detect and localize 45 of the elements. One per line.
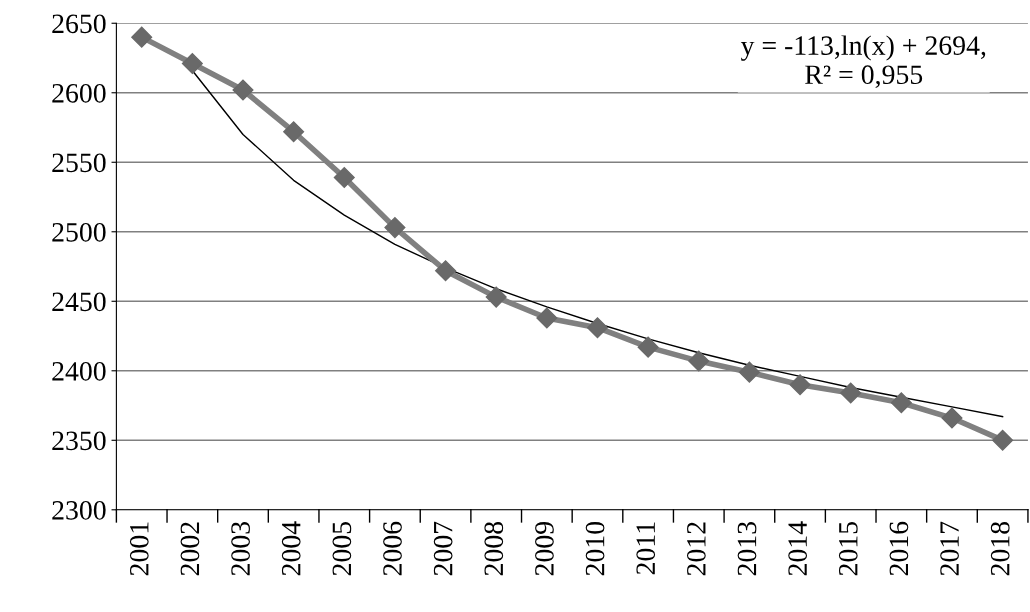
x-tick-label: 2003: [231, 521, 250, 576]
y-tick-label: 2550: [52, 153, 106, 173]
y-tick-label: 2500: [52, 222, 106, 242]
point: [536, 307, 558, 329]
x-tick-label: 2005: [332, 521, 352, 576]
x-tick-label: 2012: [686, 522, 706, 576]
y-tick-label: 2400: [52, 361, 106, 381]
point: [890, 392, 912, 414]
x-tick-label: 2018: [990, 521, 1010, 576]
point: [485, 286, 507, 308]
x-tick-label: 2006: [383, 521, 402, 576]
annotation: y = -113,ln(x) + 2694, R² = 0,955: [740, 35, 986, 89]
point: [131, 26, 153, 48]
point: [283, 121, 305, 143]
x-tick-label: 2002: [180, 522, 200, 576]
x-tick-label: 2013: [737, 521, 757, 576]
x-tick-label: 2015: [838, 521, 858, 576]
point: [232, 79, 254, 101]
point: [333, 167, 355, 189]
y-tick-label: 2300: [52, 500, 106, 520]
point: [992, 429, 1014, 451]
point: [637, 336, 659, 358]
point: [738, 361, 760, 383]
x-tick-label: 2008: [484, 521, 504, 576]
x-tick-label: 2001: [129, 522, 149, 576]
x-tick-label: 2009: [535, 522, 554, 576]
x-tick-label: 2004: [281, 521, 301, 576]
x-tick-label: 2017: [940, 521, 959, 576]
x-tick-label: 2011: [636, 522, 656, 575]
y-tick-label: 2350: [52, 431, 106, 451]
y-tick-label: 2600: [52, 83, 106, 103]
point: [789, 374, 811, 396]
point: [688, 350, 710, 372]
x-tick-label: 2016: [889, 521, 909, 576]
x-tick-label: 2010: [585, 521, 605, 576]
point: [586, 317, 609, 339]
point: [181, 53, 203, 75]
y-tick-label: 2450: [52, 292, 106, 312]
x-tick-label: 2014: [788, 521, 808, 576]
y-tick-label: 2650: [52, 14, 106, 34]
point: [384, 217, 406, 239]
point: [840, 382, 862, 404]
point: [941, 407, 963, 429]
point: [435, 260, 457, 282]
x-tick-label: 2007: [433, 521, 453, 576]
